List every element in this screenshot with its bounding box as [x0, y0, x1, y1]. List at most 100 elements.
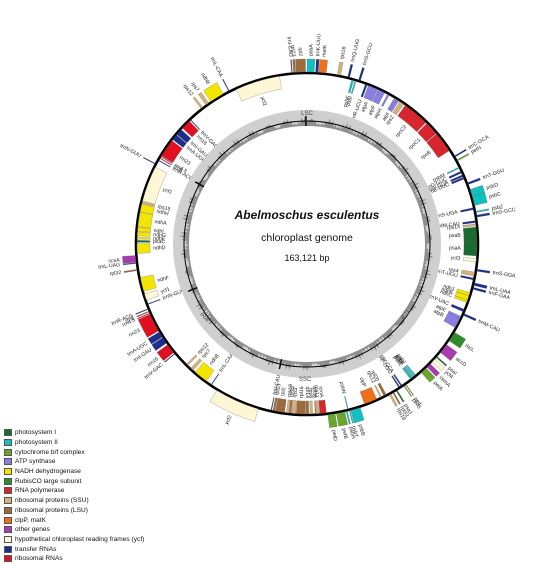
gene-block-ndha: [138, 212, 153, 228]
gene-label: psbI: [346, 96, 355, 107]
legend-label: RNA polymerase: [15, 487, 64, 494]
gene-label: trnS-GGA: [492, 270, 516, 279]
gene-label: ndhD: [153, 245, 166, 251]
legend-swatch: [4, 546, 12, 553]
gene-label: psbD: [486, 182, 500, 191]
gene-label: trnT-GGU: [482, 167, 505, 181]
gene-label: ccsA: [108, 258, 120, 265]
gene-block-rps16: [337, 62, 343, 75]
legend-label: ribosomal proteins (SSU): [15, 497, 89, 504]
gene-label: rps14: [447, 224, 461, 231]
gene-block-trnm-cau: [463, 314, 476, 321]
gene-block-rpl32: [124, 269, 137, 272]
gene-label: rpl23: [289, 45, 296, 57]
gene-block-rpl2: [295, 59, 305, 72]
gene-block-petd: [328, 414, 337, 428]
gene-label: rps16: [339, 46, 347, 60]
region-label-ssc: SSC: [299, 377, 312, 383]
gene-label: trnS-GCU: [362, 42, 375, 66]
legend-label: transfer RNAs: [15, 546, 56, 553]
gene-label: trnN-GUU: [119, 143, 142, 159]
region-label-lsc: LSC: [301, 111, 313, 117]
gene-label: ycf2: [259, 96, 268, 107]
gene-label: trnL-CAA: [209, 56, 224, 78]
gene-block-psbn: [344, 396, 348, 409]
legend-label: RubisCO large subunit: [15, 478, 81, 485]
legend-label: other genes: [15, 526, 50, 533]
gene-label: trnS-UGA: [435, 209, 459, 220]
gene-block-rps18: [389, 394, 397, 406]
gene-label: petB: [340, 428, 348, 440]
legend-swatch: [4, 429, 12, 436]
legend-item: transfer RNAs: [4, 544, 184, 554]
legend-swatch: [4, 517, 12, 524]
category-legend: photosystem I photosystem II cytochrome b/…: [4, 428, 184, 564]
gene-label: psaA: [449, 245, 462, 251]
gene-block-trnq-uug: [348, 64, 353, 77]
gene-block-trns-gcu: [359, 68, 365, 81]
legend-label: photosystem II: [15, 439, 58, 446]
gene-block-ycf3: [463, 257, 476, 261]
gene-block-rrn23: [138, 314, 158, 337]
legend-swatch: [4, 507, 12, 514]
gene-block-trns-gga: [477, 269, 490, 273]
legend-item: photosystem II: [4, 438, 184, 448]
gene-label: ndhF: [157, 275, 170, 284]
gene-block-trnt-ugu: [460, 275, 473, 280]
gene-block-trng-gcc: [477, 213, 490, 217]
gene-block-psac: [137, 240, 150, 242]
legend-label: clpP, matK: [15, 517, 46, 524]
gene-label: ycf1: [162, 187, 173, 196]
legend-label: photosystem I: [15, 429, 56, 436]
gene-block-psaa: [464, 242, 477, 256]
legend-swatch: [4, 439, 12, 446]
legend-item: ribosomal proteins (SSU): [4, 496, 184, 506]
legend-label: cytochrome b/f complex: [15, 449, 85, 456]
gene-block-rps4: [461, 270, 474, 276]
gene-block-rpoa: [319, 400, 327, 414]
legend-swatch: [4, 468, 12, 475]
legend-swatch: [4, 497, 12, 504]
gene-block-ycf1: [145, 290, 159, 300]
legend-label: ribosomal RNAs: [15, 555, 63, 562]
gene-label: ycf2: [224, 415, 233, 426]
gc-content-ring: LSC IRB SSC IRA: [173, 110, 441, 383]
gene-label: psbN: [338, 381, 347, 394]
gene-block-rpl16: [296, 401, 305, 414]
legend-swatch: [4, 487, 12, 494]
gene-label: rpl32: [109, 270, 121, 278]
legend-swatch: [4, 449, 12, 456]
gene-label: rbcL: [464, 343, 476, 354]
gene-block-trnf-gaa: [473, 287, 486, 292]
legend-swatch: [4, 458, 12, 465]
gene-block-rpl2: [275, 398, 286, 412]
organism-name: Abelmoschus esculentus: [234, 208, 380, 222]
gene-block-ndhd: [137, 244, 150, 254]
legend-item: ribosomal RNAs: [4, 554, 184, 564]
gene-block-trnt-ggu: [468, 178, 481, 185]
gene-label: rpoC1: [408, 137, 423, 151]
gene-block-rps3: [292, 400, 297, 413]
legend-item: RubisCO large subunit: [4, 476, 184, 486]
gene-block-trnfm-cau: [463, 221, 476, 225]
gene-block-matk: [319, 59, 328, 73]
gene-block-trnv-uac: [451, 304, 464, 311]
gene-block-rpl36: [315, 401, 316, 414]
gene-block-trnn-guu: [148, 299, 160, 304]
gene-block-psba: [307, 59, 315, 72]
legend-label: ribosomal proteins (LSU): [15, 507, 88, 514]
gene-label: matK: [321, 44, 328, 57]
gene-label: psbC: [488, 191, 501, 200]
legend-swatch: [4, 478, 12, 485]
legend-swatch: [4, 555, 12, 562]
gene-block-ndhg: [137, 232, 150, 237]
gene-label: trnQ-UUG: [350, 38, 361, 62]
legend-item: NADH dehydrogenase: [4, 467, 184, 477]
gene-label: trnM-CAU: [477, 319, 501, 334]
gene-block-trni-cau: [290, 60, 292, 73]
gene-label: rpoC2: [395, 124, 409, 139]
gene-block-ccsa: [122, 256, 136, 264]
legend-label: hypothetical chloroplast reading frames …: [15, 536, 144, 543]
gene-label: rrn23: [128, 328, 142, 339]
gene-block-rps8: [310, 401, 313, 414]
